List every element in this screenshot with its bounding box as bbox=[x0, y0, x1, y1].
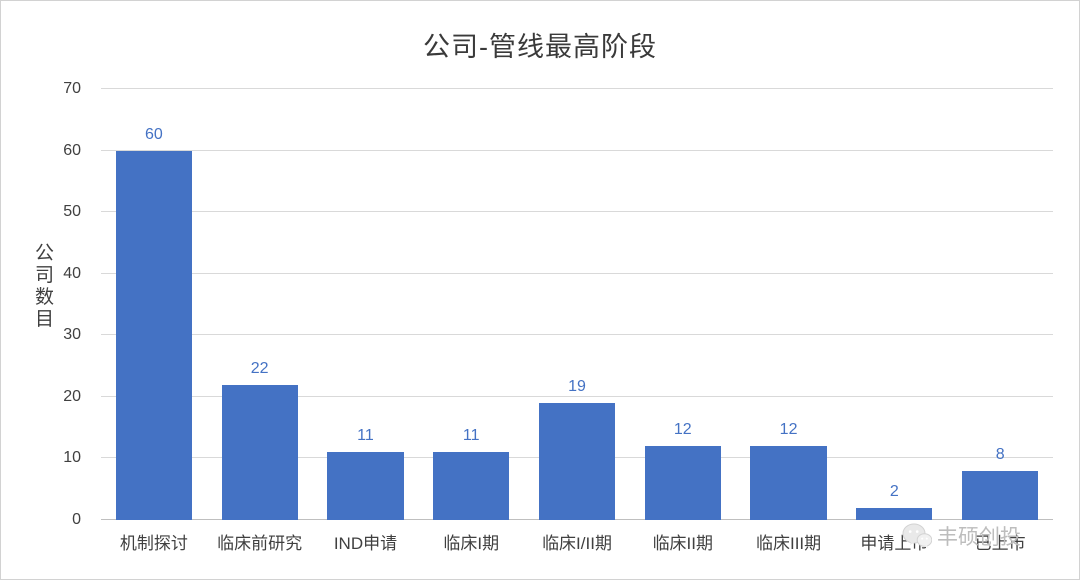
wechat-icon bbox=[902, 523, 932, 548]
bar bbox=[962, 470, 1039, 520]
chart-title: 公司-管线最高阶段 bbox=[423, 32, 657, 62]
bar bbox=[433, 452, 510, 520]
y-tick-label: 10 bbox=[63, 449, 81, 467]
x-category-label: 临床I/II期 bbox=[542, 534, 612, 553]
plot-area: 0 10 20 30 40 50 60 70 60 22 11 11 19 12 12 2 8 机制探讨 临床前… bbox=[63, 80, 1053, 553]
bar bbox=[856, 507, 933, 520]
bar bbox=[115, 150, 192, 520]
watermark: 丰硕创投 bbox=[902, 521, 1021, 551]
y-tick-label: 20 bbox=[63, 387, 81, 405]
gridline bbox=[101, 149, 1053, 151]
bar-slot: 11 bbox=[313, 89, 419, 520]
y-axis-title: 公司数目 bbox=[32, 242, 53, 331]
bar-slot: 12 bbox=[736, 89, 842, 520]
y-tick-label: 70 bbox=[63, 80, 81, 97]
y-tick-label: 50 bbox=[63, 203, 81, 221]
bar bbox=[644, 446, 721, 520]
y-tick-label: 30 bbox=[63, 326, 81, 344]
bar-slot: 12 bbox=[630, 89, 736, 520]
bar bbox=[221, 384, 298, 520]
bar bbox=[538, 403, 616, 520]
watermark-text: 丰硕创投 bbox=[937, 526, 1021, 549]
data-label: 2 bbox=[889, 482, 899, 500]
data-label: 11 bbox=[357, 427, 374, 445]
data-label: 12 bbox=[673, 421, 692, 439]
bar-slot: 11 bbox=[418, 89, 524, 520]
bar-slot: 8 bbox=[947, 89, 1053, 520]
gridline bbox=[101, 395, 1053, 397]
bar-slot: 2 bbox=[841, 89, 947, 520]
bar-slot: 19 bbox=[524, 89, 630, 520]
x-category-label: 临床前研究 bbox=[217, 534, 303, 553]
data-label: 8 bbox=[995, 445, 1005, 463]
y-tick-label: 0 bbox=[72, 511, 81, 528]
data-label: 60 bbox=[144, 125, 163, 143]
x-category-label: 已上市 bbox=[974, 534, 1026, 553]
x-category-label: 机制探讨 bbox=[119, 534, 188, 553]
data-label: 22 bbox=[250, 359, 269, 377]
gridline bbox=[101, 334, 1053, 336]
y-tick-label: 60 bbox=[63, 141, 81, 159]
bars-container: 60 22 11 11 19 12 12 2 8 bbox=[101, 89, 1053, 520]
bar-slot: 60 bbox=[101, 89, 207, 520]
x-tick-labels: 机制探讨 临床前研究 IND申请 临床I期 临床I/II期 临床II期 临床III期 申请上市… bbox=[101, 529, 1053, 554]
x-category-label: 临床III期 bbox=[755, 534, 822, 553]
data-label: 12 bbox=[779, 421, 798, 439]
gridline bbox=[101, 272, 1053, 274]
y-tick-label: 40 bbox=[63, 264, 81, 282]
x-category-label: 临床I期 bbox=[443, 534, 500, 553]
gridline bbox=[101, 88, 1053, 89]
gridline bbox=[101, 211, 1053, 213]
x-category-label: 临床II期 bbox=[652, 534, 714, 553]
x-category-label: IND申请 bbox=[333, 534, 398, 553]
data-label: 19 bbox=[568, 378, 586, 396]
bar bbox=[750, 446, 827, 520]
bar bbox=[327, 452, 404, 520]
bar-slot: 22 bbox=[207, 89, 313, 520]
y-tick-labels: 0 10 20 30 40 50 60 70 bbox=[43, 80, 91, 528]
data-label: 11 bbox=[462, 427, 480, 445]
